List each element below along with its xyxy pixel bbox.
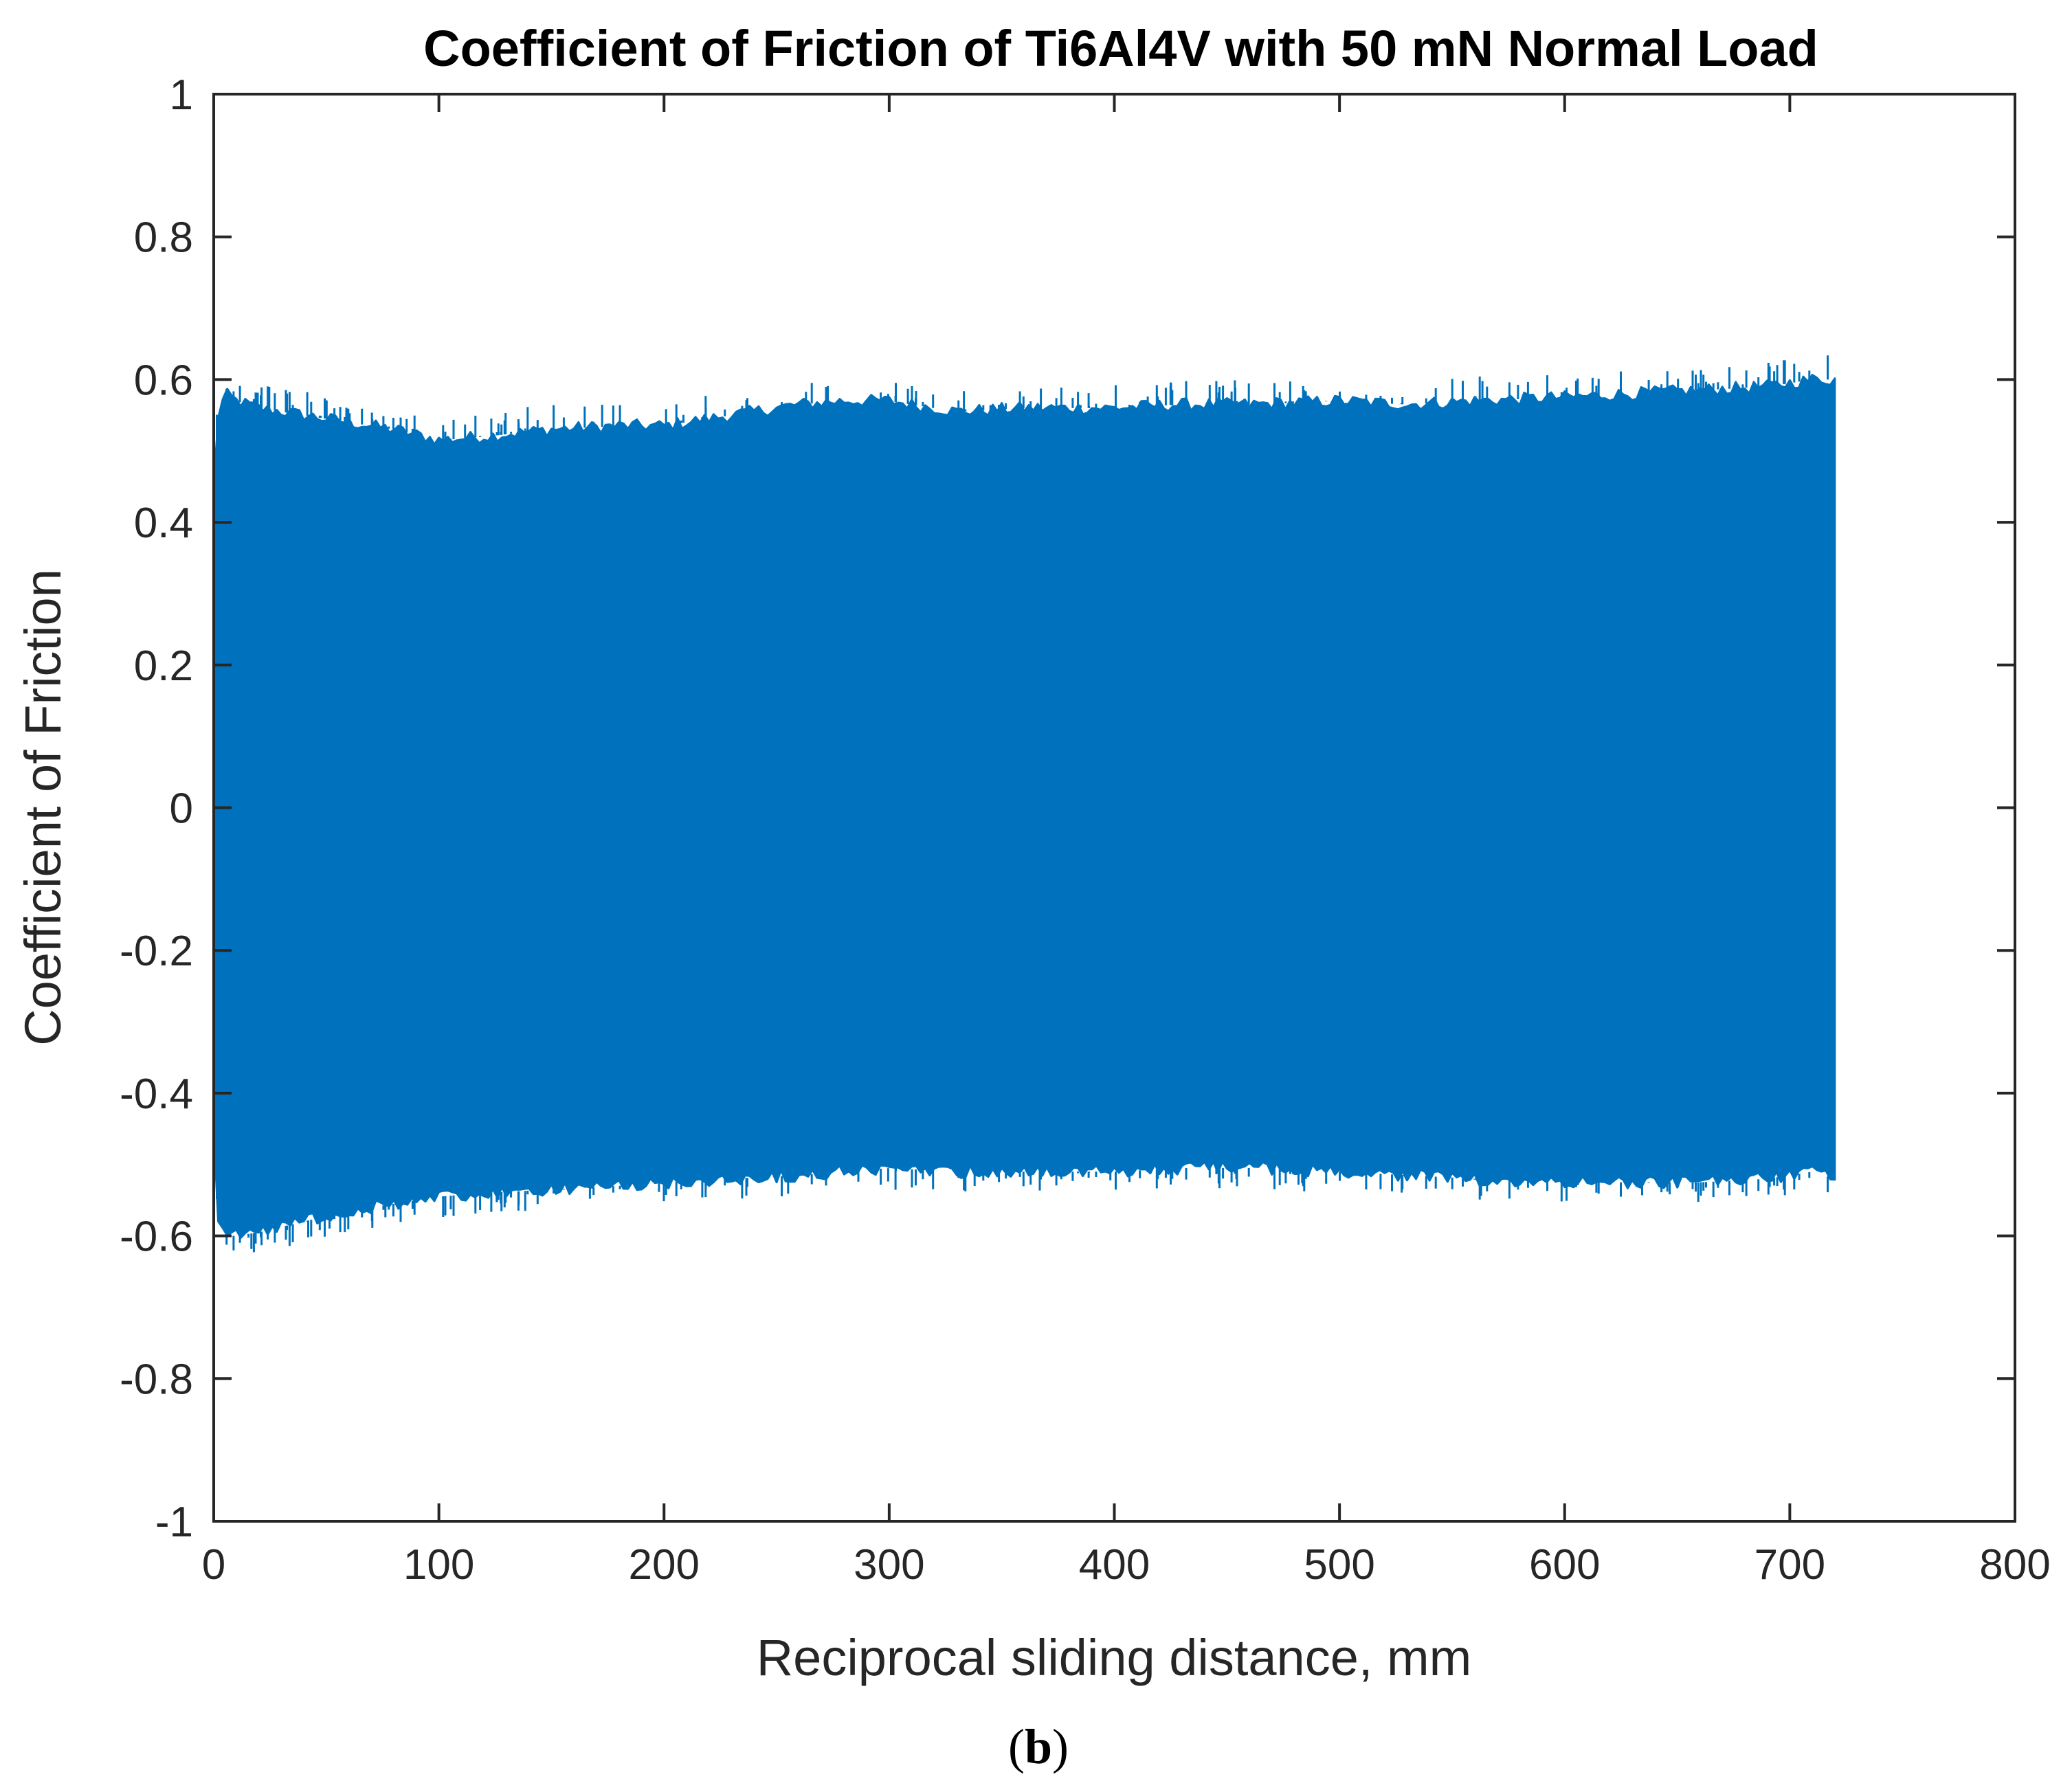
y-tick-label: -1 bbox=[155, 1499, 193, 1546]
y-axis-ticks: -1 -0.8 -0.6 -0.4 -0.2 0 0.2 0.4 0.6 0.8 1 bbox=[120, 71, 2015, 1546]
x-tick-label: 800 bbox=[1979, 1541, 2050, 1589]
series-spikes bbox=[216, 355, 1829, 1253]
y-axis-label: Coefficient of Friction bbox=[14, 569, 71, 1046]
y-tick-label: 0.8 bbox=[134, 214, 193, 262]
y-tick-label: 0.4 bbox=[134, 500, 193, 547]
figure-caption: (b) bbox=[1008, 1719, 1069, 1774]
x-tick-label: 400 bbox=[1079, 1541, 1150, 1589]
y-tick-label: -0.4 bbox=[120, 1071, 193, 1118]
x-tick-label: 0 bbox=[202, 1541, 225, 1589]
series-layer bbox=[212, 355, 1836, 1253]
caption-open-paren: ( bbox=[1008, 1719, 1025, 1774]
caption-letter: b bbox=[1025, 1719, 1052, 1774]
x-axis-ticks: 0 100 200 300 400 500 600 700 800 bbox=[202, 94, 2051, 1589]
y-tick-label: 0.6 bbox=[134, 357, 193, 404]
series-band bbox=[212, 374, 1836, 1239]
chart-title: Coefficient of Friction of Ti6Al4V with … bbox=[423, 20, 1818, 77]
y-tick-label: -0.6 bbox=[120, 1213, 193, 1261]
caption-close-paren: ) bbox=[1052, 1719, 1069, 1774]
x-tick-label: 700 bbox=[1754, 1541, 1825, 1589]
x-tick-label: 300 bbox=[854, 1541, 924, 1589]
y-tick-label: 0.2 bbox=[134, 642, 193, 690]
plot-area: 0 100 200 300 400 500 600 700 800 -1 -0.8 -0.6 -0.4… bbox=[120, 71, 2051, 1589]
x-tick-label: 600 bbox=[1529, 1541, 1600, 1589]
y-tick-label: -0.8 bbox=[120, 1356, 193, 1403]
y-tick-label: -0.2 bbox=[120, 928, 193, 975]
y-tick-label: 1 bbox=[170, 71, 193, 119]
x-tick-label: 100 bbox=[403, 1541, 474, 1589]
x-tick-label: 500 bbox=[1304, 1541, 1374, 1589]
x-tick-label: 200 bbox=[629, 1541, 700, 1589]
x-axis-label: Reciprocal sliding distance, mm bbox=[757, 1629, 1472, 1686]
y-tick-label: 0 bbox=[170, 785, 193, 833]
